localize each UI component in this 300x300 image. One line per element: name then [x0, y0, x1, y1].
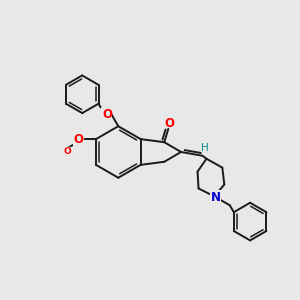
Text: O: O [164, 118, 174, 130]
Text: O: O [102, 108, 112, 121]
Text: N: N [210, 191, 220, 204]
Text: O: O [64, 148, 71, 157]
Text: O: O [73, 133, 83, 146]
Text: H: H [201, 143, 208, 153]
